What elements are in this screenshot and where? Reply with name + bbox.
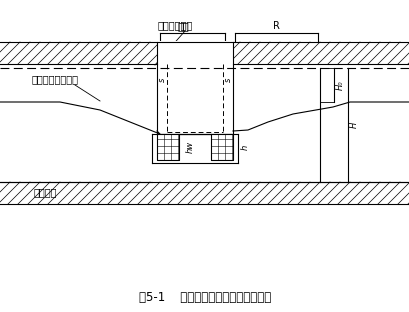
Text: s: s (223, 78, 232, 82)
Bar (0, 42, 409, 64)
Text: 图5-1    无压非完整井涌水量计算简图: 图5-1 无压非完整井涌水量计算简图 (139, 291, 271, 304)
Text: 原地下水位线: 原地下水位线 (157, 20, 193, 30)
Text: hw: hw (186, 141, 195, 153)
Text: h: h (241, 144, 250, 150)
Text: R: R (273, 21, 280, 31)
Text: H₀: H₀ (336, 80, 345, 90)
Text: H: H (350, 122, 359, 128)
Bar (157, 41, 233, 65)
Text: 基坑: 基坑 (177, 21, 189, 31)
Text: 不透水层: 不透水层 (33, 187, 57, 197)
Bar (157, 134, 179, 160)
Bar (0, 182, 409, 204)
Text: s: s (157, 78, 166, 82)
Bar (211, 134, 233, 160)
Text: 降低后地下水位线: 降低后地下水位线 (31, 74, 79, 84)
